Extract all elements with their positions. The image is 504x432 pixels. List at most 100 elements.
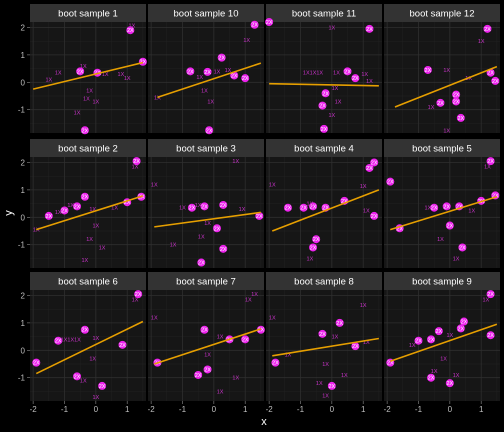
data-point-label: 2X <box>428 376 435 382</box>
data-point-label: 1X <box>232 159 239 165</box>
y-tick-label: 1 <box>21 186 26 195</box>
data-point <box>32 358 41 367</box>
data-point <box>200 325 209 334</box>
data-point-label: 2X <box>310 204 317 210</box>
data-point-label: 2X <box>201 204 208 210</box>
data-point-label: 1X1X1X <box>61 337 82 343</box>
x-tick-label: -1 <box>297 405 305 414</box>
data-point <box>427 373 436 382</box>
data-point-label: 2X <box>127 28 134 34</box>
data-point-label: 1X <box>124 76 131 82</box>
data-point-label: 2X <box>61 208 68 214</box>
data-point-label: 1X <box>132 165 139 171</box>
data-point-label: 2X <box>204 367 211 373</box>
data-point-label: 2X <box>74 204 81 210</box>
data-point-label: 2X <box>55 339 62 345</box>
data-point-label: 1X <box>446 333 453 339</box>
data-point <box>486 331 495 340</box>
data-point-label: 2X <box>437 101 444 107</box>
data-point-label: 1X <box>207 99 214 105</box>
data-point-label: 2X <box>344 69 351 75</box>
data-point <box>255 211 264 220</box>
data-point-label: 1X <box>465 76 472 82</box>
data-point-label: 1X <box>361 72 368 78</box>
data-point-label: 2X <box>266 20 273 26</box>
data-point <box>219 200 228 209</box>
data-point <box>73 372 82 381</box>
data-point <box>271 358 280 367</box>
data-point-label: 2X <box>74 374 81 380</box>
data-point <box>118 340 127 349</box>
data-point-label: 2X <box>461 320 468 326</box>
data-point <box>219 244 228 253</box>
facet-panel: boot sample 62X1X2X2X1X1X1X2X1X2X1X2X1X2… <box>30 272 146 401</box>
data-point-label: 1X <box>74 110 81 116</box>
facet-strip-title: boot sample 12 <box>410 9 475 20</box>
data-point-label: 2X <box>371 160 378 166</box>
data-point-label: 1X <box>154 95 161 101</box>
data-point <box>452 97 461 106</box>
data-point-label: 2X <box>341 199 348 205</box>
data-point-label: 2X <box>453 99 460 105</box>
data-point-label: 1X <box>204 221 211 227</box>
data-point <box>427 335 436 344</box>
facet-strip-title: boot sample 8 <box>294 277 354 288</box>
data-point-label: 1X <box>179 206 186 212</box>
data-point-label: 2X <box>446 224 453 230</box>
data-point <box>318 101 327 110</box>
data-point <box>54 336 63 345</box>
data-point <box>434 327 443 336</box>
data-point-label: 2X <box>492 79 499 85</box>
facet-strip <box>266 4 382 22</box>
data-point <box>134 290 143 299</box>
data-point-label: 2X <box>371 214 378 220</box>
data-point <box>194 370 203 379</box>
data-point-label: 1X <box>483 298 490 304</box>
data-point <box>423 65 432 74</box>
data-point-label: 1X <box>55 71 62 77</box>
data-point <box>456 324 465 333</box>
data-point-label: 2X <box>352 344 359 350</box>
data-point-label: 2X <box>366 166 373 172</box>
data-point-label: 2X <box>124 200 131 206</box>
data-point-label: 1X <box>341 373 348 379</box>
y-tick-label: 1 <box>21 319 26 328</box>
data-point-label: 1X <box>360 184 367 190</box>
data-point-label: 1X <box>335 99 342 105</box>
data-point <box>365 163 374 172</box>
data-point <box>483 24 492 33</box>
data-point-label: 2X <box>366 27 373 33</box>
data-point-label: 2X <box>119 343 126 349</box>
data-point-label: 1X <box>363 208 370 214</box>
regression-line <box>35 320 144 375</box>
facet-strip-title: boot sample 9 <box>412 277 472 288</box>
data-point-label: 1X <box>132 298 139 304</box>
data-point-label: 1X <box>269 182 276 188</box>
data-point-label: 2X <box>189 206 196 212</box>
regression-line <box>32 61 144 90</box>
data-point-label: 1X <box>92 224 99 230</box>
data-point-label: 1X <box>151 182 158 188</box>
panel-background <box>266 22 382 133</box>
data-point-label: 1X <box>269 315 276 321</box>
data-point-label: 2X <box>135 292 142 298</box>
data-point <box>430 203 439 212</box>
data-point-label: 1X <box>425 206 432 212</box>
data-point <box>436 98 445 107</box>
x-tick-label: -1 <box>61 405 69 414</box>
data-point <box>217 53 226 62</box>
data-point-label: 2X <box>272 361 279 367</box>
x-tick-label: -1 <box>415 405 423 414</box>
facet-strip-title: boot sample 5 <box>412 144 472 155</box>
data-point-label: 2X <box>446 381 453 387</box>
data-point-label: 2X <box>456 204 463 210</box>
data-point-label: 2X <box>310 245 317 251</box>
data-point-label: 1X <box>217 389 224 395</box>
x-tick-label: -1 <box>179 405 187 414</box>
data-point-label: 2X <box>81 328 88 334</box>
data-point-label: 1X <box>437 237 444 243</box>
data-point-label: 1X <box>86 89 93 95</box>
